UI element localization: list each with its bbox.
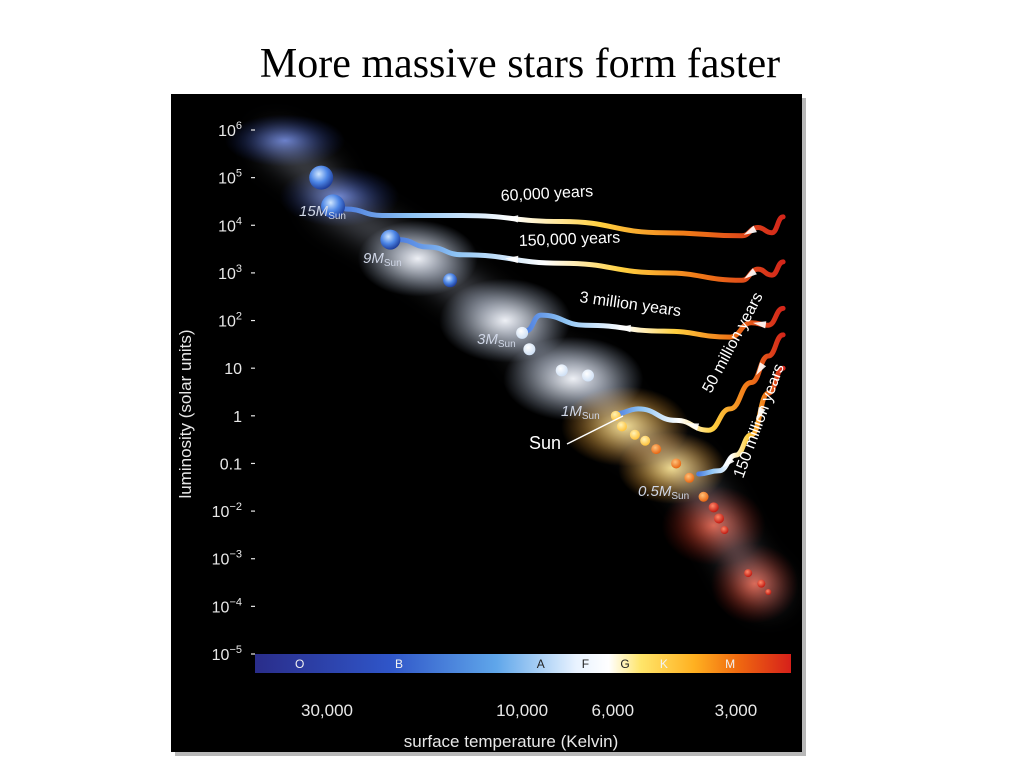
y-tick-label: 10−5 [212, 644, 242, 664]
track-mass-label: 3MSun [477, 331, 516, 350]
star-marker [651, 444, 662, 455]
star-marker [708, 502, 719, 513]
y-tick-label: 10 [224, 361, 242, 378]
y-axis-title: luminosity (solar units) [176, 329, 195, 498]
track-arrow [722, 456, 735, 468]
spectral-class-label: O [295, 657, 304, 671]
spectral-class-label: G [620, 657, 629, 671]
x-tick-label: 10,000 [496, 701, 548, 720]
evolution-tracks [343, 206, 786, 477]
y-tick-label: 10−3 [212, 549, 242, 569]
track-arrow [617, 324, 631, 333]
track-time-label: 150,000 years [519, 229, 621, 250]
star-marker [698, 491, 709, 502]
y-tick-label: 106 [218, 120, 242, 140]
x-axis-title: surface temperature (Kelvin) [404, 732, 618, 751]
track-arrow [744, 268, 757, 279]
x-tick-label: 6,000 [592, 701, 635, 720]
sun-label: Sun [529, 433, 561, 453]
track-mass-label: 15MSun [299, 203, 346, 222]
spectral-class-label: A [537, 657, 545, 671]
track-arrow [505, 255, 519, 264]
track-arrow [752, 321, 767, 329]
track-time-label: 60,000 years [500, 183, 593, 205]
track-arrow [757, 407, 766, 421]
y-tick-label: 104 [218, 215, 242, 235]
star-marker [443, 273, 458, 288]
x-tick-label: 3,000 [715, 701, 758, 720]
y-tick-label: 103 [218, 263, 242, 283]
x-axis: 30,000 10,000 6,000 3,000 [301, 701, 757, 720]
evolution-track [696, 365, 786, 477]
star-marker [616, 421, 627, 432]
star-marker [380, 229, 401, 250]
star-marker [640, 435, 651, 446]
sun-pointer-line [566, 415, 624, 445]
track-arrow [685, 423, 700, 431]
y-tick-label: 1 [233, 409, 242, 426]
track-time-label: 3 million years [578, 289, 682, 320]
star-marker [309, 165, 334, 190]
evolution-track [613, 332, 786, 433]
star-marker [671, 458, 682, 469]
y-tick-label: 102 [218, 311, 242, 331]
track-arrow [743, 225, 757, 235]
y-tick-label: 10−2 [212, 501, 242, 521]
star-marker [582, 369, 595, 382]
track-arrow [505, 215, 519, 223]
spectral-class-label: F [582, 657, 589, 671]
star-marker [720, 526, 729, 535]
star-marker [629, 429, 640, 440]
evolution-track [343, 206, 786, 239]
star-marker [321, 194, 346, 219]
track-mass-label: 1MSun [561, 403, 600, 422]
spectral-class-bar [255, 654, 791, 673]
evolution-track [396, 237, 786, 283]
slide-title: More massive stars form faster [259, 41, 781, 87]
hr-diagram-chart: 60,000 years 15MSun 150,000 years 9MSun 3 mi… [176, 114, 799, 751]
x-tick-label: 30,000 [301, 701, 353, 720]
star-marker [516, 326, 529, 339]
main-sequence-stars [309, 165, 772, 596]
star-marker [757, 579, 766, 588]
star-marker [684, 472, 695, 483]
y-tick-label: 10−4 [212, 596, 242, 616]
track-mass-label: 0.5MSun [638, 483, 689, 502]
track-mass-label: 9MSun [363, 250, 402, 269]
star-marker [523, 343, 536, 356]
spectral-class-label: B [395, 657, 403, 671]
star-marker [713, 513, 724, 524]
star-marker [744, 569, 753, 578]
spectral-class-label: K [660, 657, 668, 671]
spectral-class-label: M [725, 657, 735, 671]
y-tick-label: 105 [218, 168, 242, 188]
star-marker [555, 364, 568, 377]
y-tick-label: 0.1 [220, 456, 242, 473]
track-time-label: 150 million years [731, 362, 788, 481]
star-marker [765, 589, 772, 596]
track-arrow [756, 362, 767, 376]
hr-diagram-figure: 60,000 years 15MSun 150,000 years 9MSun 3 mi… [171, 94, 802, 752]
